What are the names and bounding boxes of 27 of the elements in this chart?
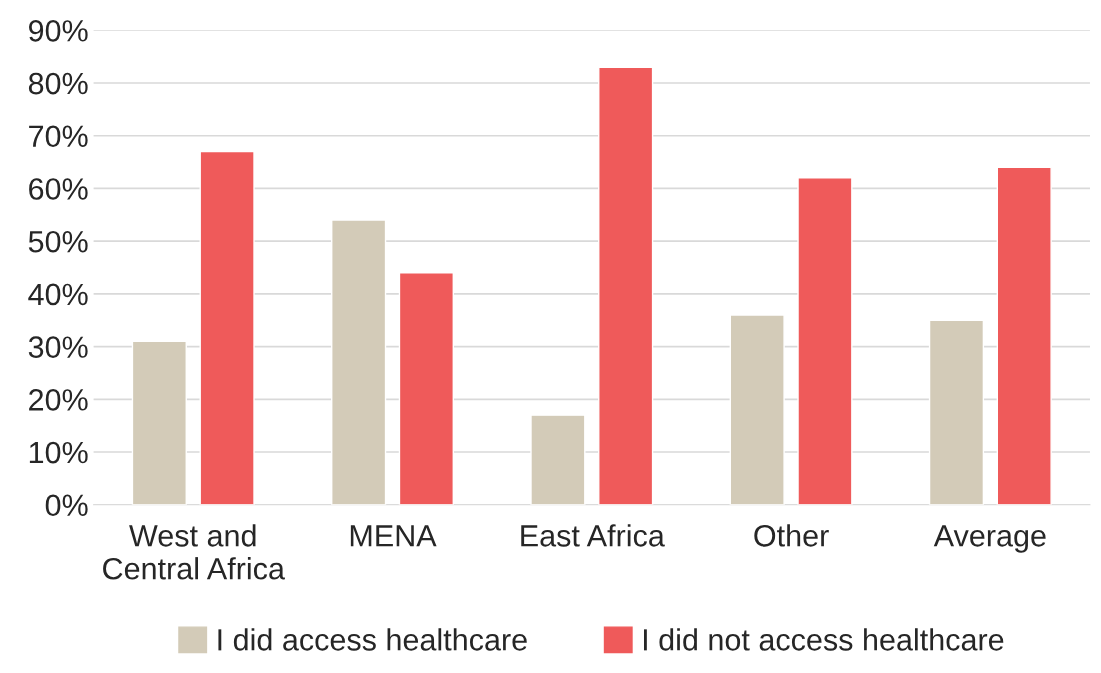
y-tick-label: 60% [29,178,88,200]
bar [398,272,454,505]
y-tick-label: 10% [29,441,88,464]
legend-label: I did access healthcare [218,628,527,651]
bar [598,66,654,505]
x-tick-label: East Africa [521,524,665,547]
bar [131,340,187,505]
y-tick-label: 90% [29,20,88,42]
bar [331,219,387,505]
bar [797,177,853,505]
x-tick-label: Other [754,524,829,547]
x-tick-label: MENA [350,525,437,547]
y-tick-label: 80% [28,72,88,95]
x-tick-label: Average [933,525,1046,553]
y-tick-label: 70% [29,125,88,148]
y-tick-label: 0% [45,494,88,517]
bar [996,166,1052,505]
bar [199,150,255,505]
bar [729,314,785,505]
y-tick-label: 20% [29,389,88,411]
x-tick-label: West and Central Africa [103,524,285,580]
legend-label: I did not access healthcare [643,628,1004,651]
y-tick-label: 30% [28,336,88,358]
y-tick-label: 40% [28,283,88,306]
bar [928,319,985,505]
y-tick-label: 50% [28,230,88,253]
bar [530,414,586,505]
